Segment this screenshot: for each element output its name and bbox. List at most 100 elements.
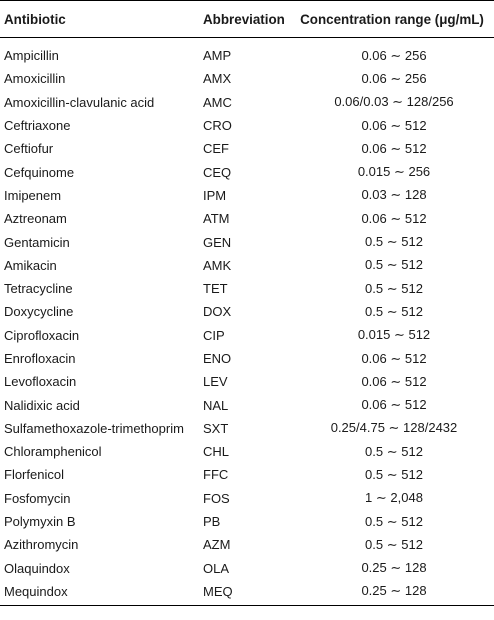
- cell-concentration-range: 0.06 ∼ 512: [361, 350, 427, 366]
- cell-antibiotic: Imipenem: [4, 187, 62, 203]
- cell-antibiotic: Ampicillin: [4, 48, 59, 64]
- cell-antibiotic: Gentamicin: [4, 234, 70, 250]
- cell-concentration-range: 0.015 ∼ 512: [357, 327, 431, 343]
- cell-antibiotic: Polymyxin B: [4, 514, 76, 530]
- table-row: Mequindox MEQ 0.25 ∼ 128: [0, 579, 494, 607]
- table-row: Ceftiofur CEF 0.06 ∼ 512: [0, 137, 494, 160]
- cell-concentration-range: 0.5 ∼ 512: [365, 466, 423, 482]
- cell-abbreviation: SXT: [203, 420, 229, 436]
- table-row: Chloramphenicol CHL 0.5 ∼ 512: [0, 440, 494, 463]
- cell-concentration-range: 0.5 ∼ 512: [365, 536, 423, 552]
- cell-abbreviation: MEQ: [199, 579, 294, 607]
- cell-abbreviation: AZM: [203, 537, 231, 553]
- cell-antibiotic: Mequindox: [0, 579, 199, 607]
- cell-concentration-range: 0.5 ∼ 512: [365, 257, 423, 273]
- cell-antibiotic: Doxycycline: [4, 304, 74, 320]
- cell-abbreviation: LEV: [203, 374, 228, 390]
- cell-concentration-range: 0.25 ∼ 128: [294, 579, 494, 607]
- header-abbreviation: Abbreviation: [199, 0, 294, 38]
- cell-concentration-range: 0.5 ∼ 512: [365, 303, 423, 319]
- table-row: Amoxicillin AMX 0.06 ∼ 256: [0, 67, 494, 90]
- cell-concentration-range: 0.06 ∼ 512: [361, 210, 427, 226]
- table-row: Amikacin AMK 0.5 ∼ 512: [0, 254, 494, 277]
- cell-concentration-range: 0.03 ∼ 128: [361, 187, 427, 203]
- cell-abbreviation: TET: [203, 281, 228, 297]
- table-row: Gentamicin GEN 0.5 ∼ 512: [0, 230, 494, 253]
- cell-antibiotic: Nalidixic acid: [4, 397, 80, 413]
- cell-abbreviation: GEN: [203, 234, 232, 250]
- cell-concentration-range: 0.25 ∼ 128: [361, 560, 427, 576]
- table-row: Tetracycline TET 0.5 ∼ 512: [0, 277, 494, 300]
- cell-abbreviation: IPM: [203, 187, 227, 203]
- cell-antibiotic: Azithromycin: [4, 537, 79, 553]
- table-row: Ampicillin AMP 0.06 ∼ 256: [0, 38, 494, 68]
- antibiotic-table: Antibiotic Abbreviation Concentration ra…: [0, 0, 494, 607]
- table-row: Doxycycline DOX 0.5 ∼ 512: [0, 300, 494, 323]
- table-row: Ceftriaxone CRO 0.06 ∼ 512: [0, 114, 494, 137]
- cell-concentration-range: 0.5 ∼ 512: [365, 513, 423, 529]
- table-row: Aztreonam ATM 0.06 ∼ 512: [0, 207, 494, 230]
- cell-antibiotic: Levofloxacin: [4, 374, 77, 390]
- cell-abbreviation: DOX: [203, 304, 232, 320]
- cell-antibiotic: Sulfamethoxazole-trimethoprim: [4, 420, 184, 436]
- table-row: Amoxicillin-clavulanic acid AMC 0.06/0.03 …: [0, 91, 494, 114]
- cell-antibiotic: Enrofloxacin: [4, 351, 76, 366]
- cell-abbreviation: CRO: [203, 118, 232, 134]
- table-row: Imipenem IPM 0.03 ∼ 128: [0, 184, 494, 207]
- cell-concentration-range: 0.06 ∼ 256: [361, 47, 427, 63]
- cell-abbreviation: PB: [203, 514, 221, 530]
- table-row: Sulfamethoxazole-trimethoprim SXT 0.25/4.7…: [0, 417, 494, 440]
- cell-abbreviation: OLA: [203, 560, 230, 576]
- cell-antibiotic: Ceftriaxone: [4, 118, 71, 134]
- cell-antibiotic: Olaquindox: [4, 560, 70, 576]
- cell-antibiotic: Aztreonam: [4, 211, 67, 227]
- header-antibiotic: Antibiotic: [0, 0, 199, 38]
- table-row: Florfenicol FFC 0.5 ∼ 512: [0, 463, 494, 486]
- cell-abbreviation: CIP: [203, 327, 225, 343]
- cell-concentration-range: 0.5 ∼ 512: [365, 234, 423, 250]
- cell-antibiotic: Tetracycline: [4, 281, 73, 297]
- cell-abbreviation: AMK: [203, 257, 232, 273]
- cell-antibiotic: Florfenicol: [4, 467, 64, 483]
- cell-concentration-range: 0.5 ∼ 512: [365, 443, 423, 459]
- cell-abbreviation: NAL: [203, 397, 229, 413]
- cell-antibiotic: Ciprofloxacin: [4, 327, 80, 343]
- cell-abbreviation: AMC: [203, 94, 232, 110]
- cell-abbreviation: AMP: [203, 48, 232, 64]
- cell-antibiotic: Amoxicillin: [4, 71, 66, 87]
- cell-concentration-range: 0.06 ∼ 512: [361, 117, 427, 133]
- table-body: Ampicillin AMP 0.06 ∼ 256 Amoxicillin AMX 0.0…: [0, 38, 494, 607]
- cell-concentration-range: 0.06 ∼ 512: [361, 397, 427, 413]
- table-row: Ciprofloxacin CIP 0.015 ∼ 512: [0, 324, 494, 347]
- cell-concentration-range: 0.06 ∼ 512: [361, 373, 427, 389]
- table-row: Olaquindox OLA 0.25 ∼ 128: [0, 557, 494, 580]
- cell-antibiotic: Chloramphenicol: [4, 444, 102, 460]
- cell-antibiotic: Ceftiofur: [4, 141, 54, 157]
- cell-antibiotic: Fosfomycin: [4, 490, 71, 506]
- table-row: Polymyxin B PB 0.5 ∼ 512: [0, 510, 494, 533]
- cell-antibiotic: Cefquinome: [4, 164, 75, 180]
- cell-concentration-range: 0.25/4.75 ∼ 128/2432: [330, 420, 458, 436]
- cell-concentration-range: 1 ∼ 2,048: [365, 490, 423, 506]
- table-row: Nalidixic acid NAL 0.06 ∼ 512: [0, 393, 494, 416]
- table-row: Cefquinome CEQ 0.015 ∼ 256: [0, 160, 494, 183]
- cell-abbreviation: CEF: [203, 141, 229, 157]
- header-row: Antibiotic Abbreviation Concentration ra…: [0, 0, 494, 38]
- cell-abbreviation: ATM: [203, 211, 230, 227]
- header-concentration-range: Concentration range (μg/mL): [294, 0, 494, 38]
- cell-abbreviation: CEQ: [203, 164, 232, 180]
- cell-concentration-range: 0.015 ∼ 256: [357, 164, 431, 180]
- cell-antibiotic: Amoxicillin-clavulanic acid: [4, 94, 155, 110]
- table-row: Enrofloxacin ENO 0.06 ∼ 512: [0, 347, 494, 370]
- cell-antibiotic: Amikacin: [4, 257, 57, 273]
- cell-concentration-range: 0.06 ∼ 512: [361, 140, 427, 156]
- table-row: Fosfomycin FOS 1 ∼ 2,048: [0, 487, 494, 510]
- cell-abbreviation: AMX: [203, 71, 232, 87]
- table-header: Antibiotic Abbreviation Concentration ra…: [0, 0, 494, 38]
- table-row: Azithromycin AZM 0.5 ∼ 512: [0, 533, 494, 556]
- cell-concentration-range: 0.06 ∼ 256: [361, 70, 427, 86]
- cell-abbreviation: FOS: [203, 490, 230, 506]
- cell-abbreviation: ENO: [203, 351, 232, 366]
- cell-abbreviation: CHL: [203, 444, 230, 460]
